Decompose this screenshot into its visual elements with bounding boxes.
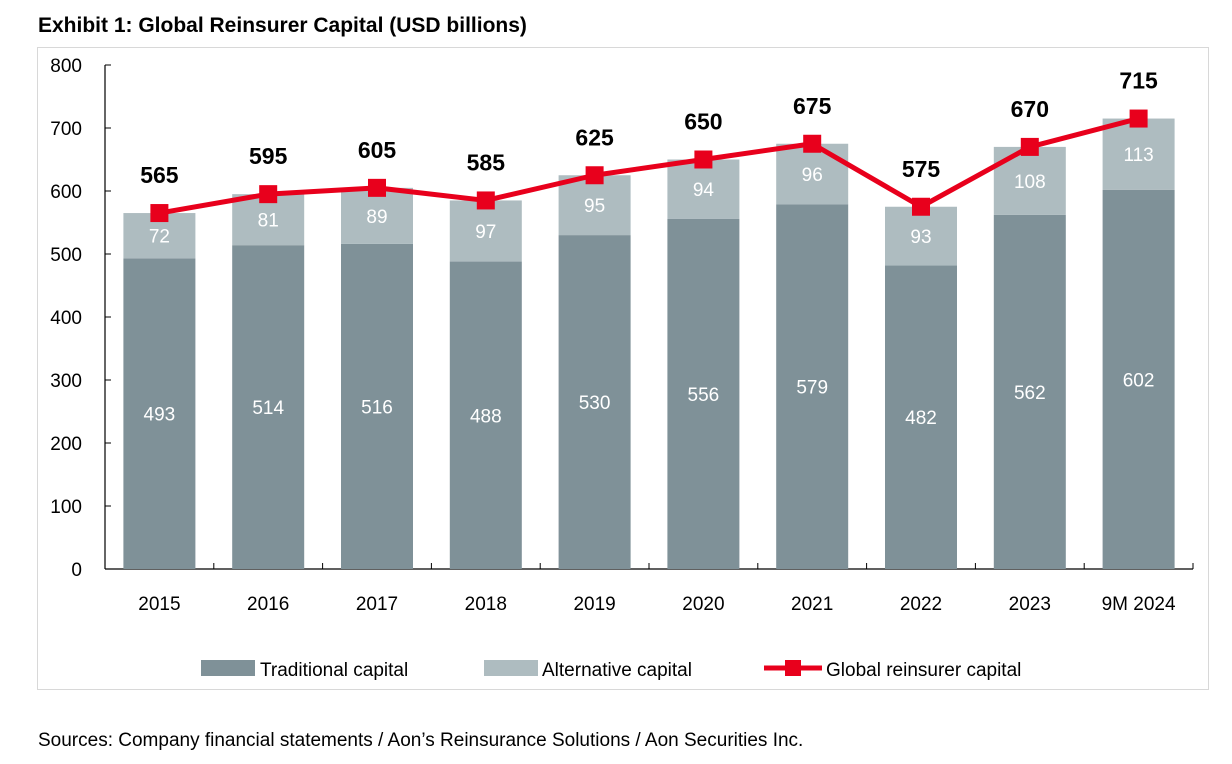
chart-frame [37,47,1209,690]
y-tick-label: 700 [50,119,82,140]
bar-traditional [449,261,522,569]
label-global-capital: 715 [1119,68,1158,94]
label-traditional: 579 [796,378,828,399]
y-tick-label: 300 [50,371,82,392]
bar-alternative [449,200,522,262]
bar-traditional [123,258,196,569]
bar-alternative [667,159,740,219]
marker-global-capital [1020,137,1039,156]
y-tick-label: 100 [50,497,82,518]
x-tick-label: 9M 2024 [1102,594,1176,615]
x-tick-label: 2022 [900,594,942,615]
label-global-capital: 675 [793,93,832,119]
bar-traditional [558,235,631,569]
x-tick-label: 2017 [356,594,398,615]
legend-swatch-alternative [484,660,538,676]
label-traditional: 562 [1014,383,1046,404]
y-tick-label: 500 [50,245,82,266]
label-traditional: 488 [470,406,502,427]
label-alternative: 94 [693,180,715,201]
label-traditional: 514 [252,398,284,419]
bar-alternative [885,206,957,266]
y-tick-label: 200 [50,434,82,455]
chart-title: Exhibit 1: Global Reinsurer Capital (USD… [38,14,527,37]
label-alternative: 81 [258,211,279,232]
bar-traditional [341,243,413,570]
legend-label-alternative: Alternative capital [542,660,692,681]
label-global-capital: 565 [140,162,179,188]
y-tick-label: 800 [50,56,82,77]
label-traditional: 556 [688,385,720,406]
bar-traditional [232,245,305,569]
label-global-capital: 595 [249,143,288,169]
marker-global-capital [476,191,495,210]
y-tick-label: 400 [50,308,82,329]
label-alternative: 108 [1014,172,1046,193]
label-alternative: 96 [802,165,823,186]
bar-traditional [667,218,740,569]
label-global-capital: 625 [575,124,614,150]
label-traditional: 516 [361,397,393,418]
bar-traditional [993,214,1066,569]
marker-global-capital [585,166,604,185]
bar-traditional [776,204,849,570]
label-traditional: 482 [905,408,937,429]
bar-traditional [1102,189,1175,570]
marker-global-capital [259,185,278,204]
x-tick-label: 2023 [1009,594,1051,615]
y-tick-label: 600 [50,182,82,203]
marker-global-capital [150,204,169,223]
label-alternative: 72 [149,227,170,248]
bar-traditional [885,265,957,569]
bar-alternative [341,187,413,244]
marker-global-capital [803,134,822,153]
x-tick-label: 2016 [247,594,289,615]
x-tick-label: 2020 [682,594,724,615]
marker-global-capital [1129,109,1148,128]
label-global-capital: 605 [358,137,397,163]
x-tick-label: 2015 [138,594,180,615]
source-note: Sources: Company financial statements / … [38,730,804,751]
label-global-capital: 585 [467,149,506,175]
line-global-capital [158,116,1140,216]
label-alternative: 97 [475,222,496,243]
x-tick-label: 2019 [573,594,615,615]
label-traditional: 530 [579,393,611,414]
legend-swatch-traditional [201,660,255,676]
bar-alternative [776,143,849,205]
legend-label-traditional: Traditional capital [260,660,408,681]
label-alternative: 93 [910,227,931,248]
label-global-capital: 670 [1011,96,1049,122]
x-tick-label: 2018 [465,594,507,615]
legend-label-global: Global reinsurer capital [826,660,1021,681]
bar-alternative [1102,118,1175,190]
label-alternative: 113 [1123,145,1153,166]
legend-marker-global [785,660,801,676]
marker-global-capital [912,197,930,216]
marker-global-capital [694,150,713,169]
marker-global-capital [368,178,386,197]
label-global-capital: 575 [902,156,941,182]
label-traditional: 493 [144,405,176,426]
label-global-capital: 650 [684,109,722,135]
y-tick-label: 0 [71,560,82,581]
label-traditional: 602 [1123,370,1155,391]
bar-alternative [558,175,631,236]
x-tick-label: 2021 [791,594,833,615]
label-alternative: 95 [584,196,605,217]
label-alternative: 89 [366,207,387,228]
